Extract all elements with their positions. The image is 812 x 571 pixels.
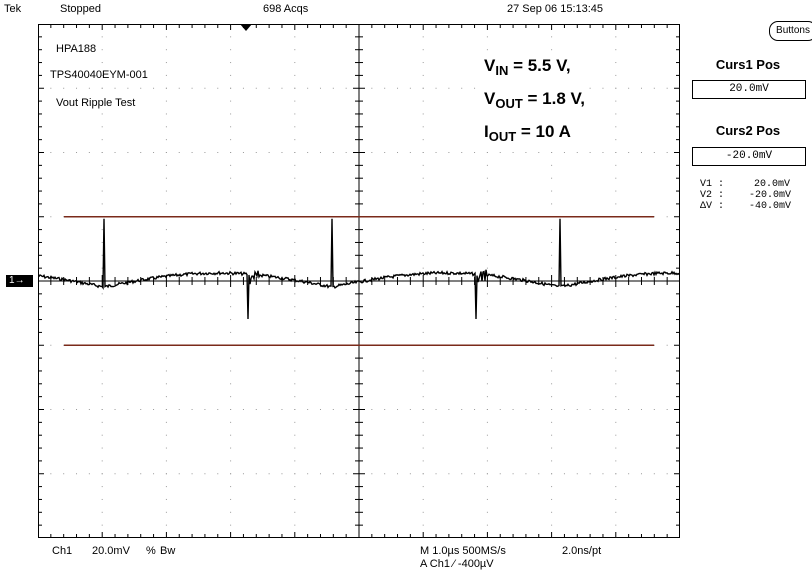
- label-test: Vout Ripple Test: [56, 97, 136, 109]
- readout-v1: V1 :: [700, 179, 725, 190]
- vin-condition: VIN = 5.5 V,: [484, 56, 571, 78]
- label-part: TPS40040EYM-001: [50, 69, 148, 81]
- arrow-right-icon: →: [14, 275, 25, 286]
- bandwidth-limit-label: Bw: [160, 545, 176, 557]
- vout-condition: VOUT = 1.8 V,: [484, 89, 586, 111]
- run-state-label: Stopped: [60, 3, 101, 15]
- vertical-scale-label: 20.0mV: [92, 545, 130, 557]
- cursor-lines: [64, 216, 654, 346]
- readout-dv-value: -40.0mV: [749, 201, 792, 212]
- test-conditions: VIN = 5.5 V, VOUT = 1.8 V, IOUT = 10 A: [484, 52, 586, 151]
- ch1-marker-label: 1: [9, 275, 15, 286]
- curs2-pos-label: Curs2 Pos: [715, 123, 781, 138]
- ch1-level-marker[interactable]: 1→: [6, 275, 33, 287]
- resolution-label: 2.0ns/pt: [562, 545, 602, 557]
- brand-label: Tek: [4, 3, 22, 15]
- readout-v2-value: -20.0mV: [749, 190, 792, 201]
- buttons-button[interactable]: Buttons: [769, 21, 812, 41]
- curs1-pos-value[interactable]: 20.0mV: [692, 80, 806, 99]
- timebase-label: M 1.0µs 500MS/s: [420, 545, 506, 557]
- channel-label: Ch1: [52, 545, 73, 557]
- datetime-label: 27 Sep 06 15:13:45: [507, 3, 604, 15]
- curs2-pos-value[interactable]: -20.0mV: [692, 147, 806, 166]
- label-board: HPA188: [56, 43, 97, 55]
- trigger-label: A Ch1 ⁄ -400µV: [420, 558, 494, 570]
- readout-v1-value: 20.0mV: [754, 179, 791, 190]
- side-menu-panel: Buttons Curs1 Pos 20.0mV Curs2 Pos -20.0…: [680, 0, 812, 571]
- readout-v2: V2 :: [700, 190, 725, 201]
- readout-dv: ΔV :: [700, 201, 725, 212]
- acquisitions-label: 698 Acqs: [263, 3, 309, 15]
- curs1-pos-label: Curs1 Pos: [715, 57, 781, 72]
- trigger-position-marker: [240, 24, 252, 31]
- coupling-icon: %: [146, 545, 156, 557]
- iout-condition: IOUT = 10 A: [484, 122, 571, 144]
- ch1-trace: [37, 218, 681, 320]
